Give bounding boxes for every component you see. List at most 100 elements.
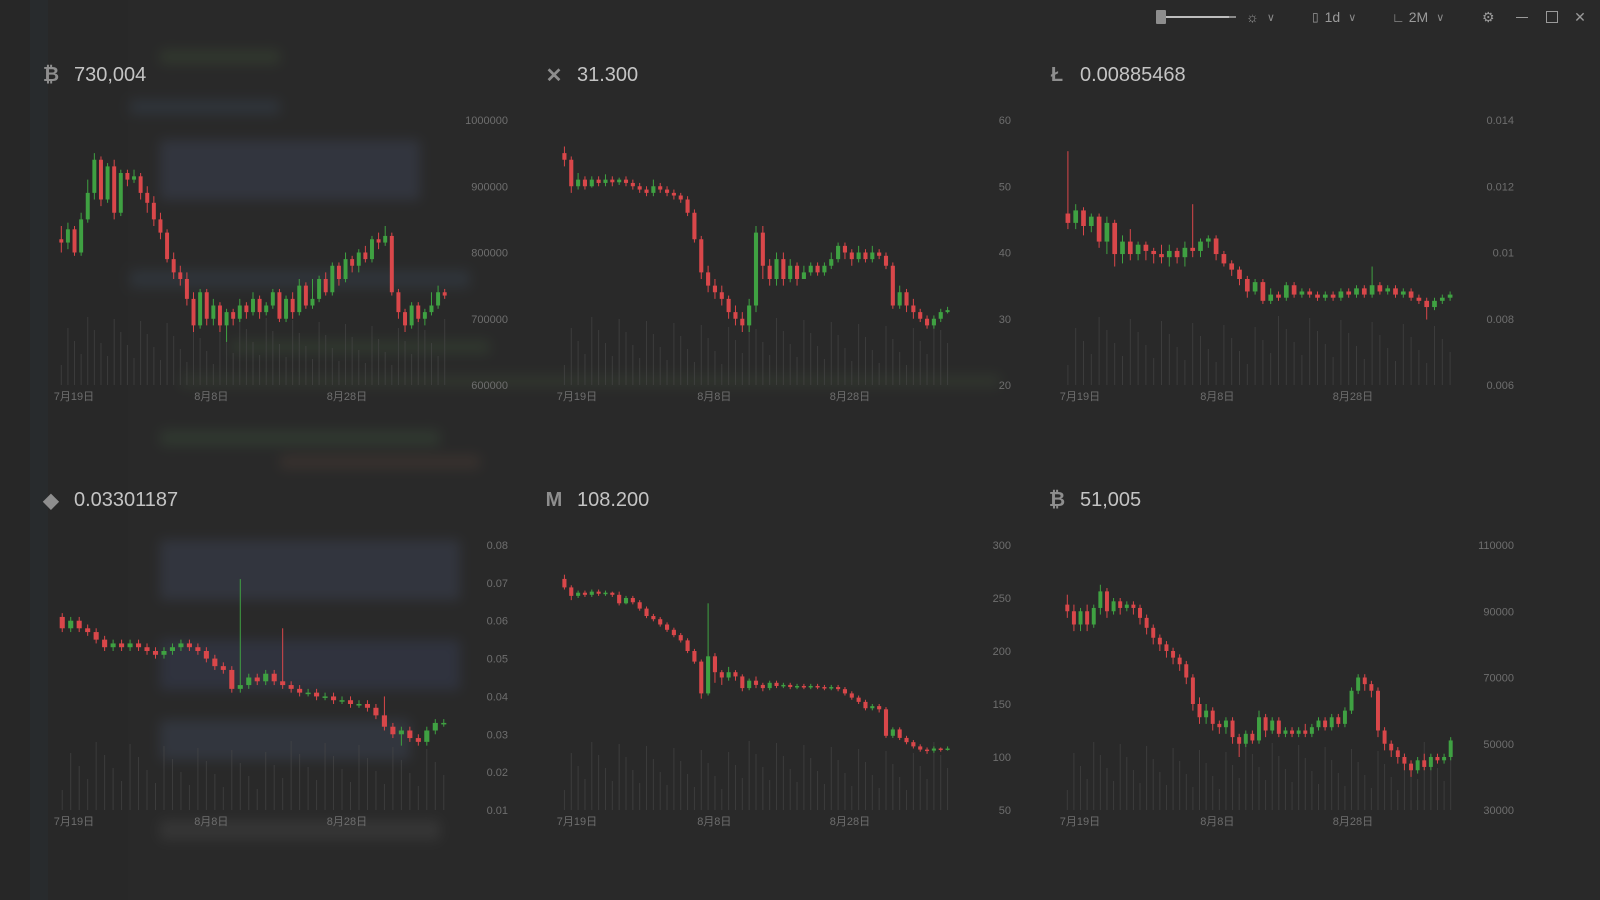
volume-bar: [1172, 748, 1174, 810]
candle-body: [127, 643, 133, 648]
candle-body: [198, 292, 203, 326]
volume-bar: [796, 782, 798, 810]
candle-body: [842, 245, 847, 253]
candle-body: [1205, 238, 1211, 242]
candle-body: [1268, 294, 1274, 301]
panel-header: ◆ 0.03301187: [40, 487, 178, 513]
volume-bar: [728, 752, 730, 810]
zoom-slider-handle[interactable]: [1156, 10, 1166, 24]
volume-bar: [1153, 358, 1155, 385]
volume-bar: [830, 747, 832, 810]
minimize-button[interactable]: [1514, 6, 1530, 28]
volume-bar: [104, 755, 106, 810]
volume-bar: [1066, 790, 1068, 810]
volume-bar: [851, 786, 853, 810]
chart-panel-eth[interactable]: ◆ 0.03301187 0.08 0.07 0.06 0.05 0.04 0.03 0.0…: [0, 425, 520, 850]
volume-bar: [285, 357, 287, 385]
candle-body: [603, 179, 608, 183]
candle-body: [1073, 210, 1079, 223]
candle-body: [1439, 297, 1445, 301]
candle-body: [389, 235, 394, 293]
y-tick-label: 0.08: [487, 540, 508, 552]
candle-body: [897, 292, 902, 306]
volume-bar: [1231, 338, 1233, 385]
candle-body: [637, 602, 642, 609]
candle-body: [125, 173, 130, 180]
candle-body: [1376, 690, 1380, 731]
y-tick-label: 40: [999, 248, 1011, 260]
chart-panel-bch[interactable]: ₿ 51,005 110000 90000 70000 50000 30000 7月19日…: [1006, 425, 1526, 850]
candle-body: [1408, 291, 1414, 298]
candle-body: [1078, 611, 1083, 625]
volume-bar: [1395, 361, 1396, 385]
volume-bar: [214, 774, 216, 810]
candle-body: [815, 265, 820, 273]
candle-body: [244, 305, 249, 313]
candle-body: [801, 272, 806, 279]
candle-body: [356, 252, 361, 266]
chart-panel-btc[interactable]: ₿ 730,004 1000000 900000 800000 700000 60000…: [0, 0, 520, 425]
interval-dropdown[interactable]: ▯ 1d ∨: [1312, 6, 1356, 28]
chart-panel-xrp[interactable]: ✕ 31.300 60 50 40 30 20 7月19日 8月8日 8月28日: [503, 0, 1023, 425]
candle-body: [658, 186, 663, 190]
zoom-slider[interactable]: [1156, 6, 1236, 28]
volume-bar: [906, 790, 908, 810]
volume-bar: [1161, 321, 1162, 385]
candle-body: [1260, 282, 1266, 301]
candle-body: [596, 591, 601, 594]
candle-body: [692, 651, 697, 662]
candle-body: [339, 700, 345, 702]
volume-bar: [570, 753, 572, 810]
y-tick-label: 30000: [1483, 805, 1514, 817]
candlestick-chart[interactable]: 60 50 40 30 20 7月19日 8月8日 8月28日: [503, 0, 1023, 425]
xrp-icon: ✕: [545, 64, 563, 87]
candle-body: [136, 643, 142, 648]
close-button[interactable]: ✕: [1572, 6, 1588, 28]
candle-body: [1065, 604, 1070, 612]
candlestick-chart[interactable]: 300 250 200 150 100 50 7月19日 8月8日 8月28日: [503, 425, 1023, 850]
volume-bar: [231, 750, 233, 810]
x-tick-label: 8月28日: [327, 391, 367, 403]
candle-body: [396, 292, 401, 313]
volume-bar: [1114, 343, 1116, 385]
y-tick-label: 70000: [1483, 673, 1514, 685]
candlestick-chart[interactable]: 1000000 900000 800000 700000 600000 7月19日 8月8日…: [0, 0, 520, 425]
candle-body: [589, 179, 594, 187]
candlestick-chart[interactable]: 0.014 0.012 0.01 0.008 0.006 7月19日 8月8日 8月28日: [1006, 0, 1526, 425]
candle-body: [1171, 651, 1176, 658]
volume-bar: [782, 756, 784, 810]
candle-body: [1389, 743, 1394, 751]
candle-body: [381, 715, 387, 727]
chart-panel-ltc[interactable]: Ł 0.00885468 0.014 0.012 0.01 0.008 0.006 7月1…: [1006, 0, 1526, 425]
y-tick-label: 0.06: [487, 616, 508, 628]
sun-icon: ☼: [1246, 9, 1259, 25]
candle-body: [1291, 285, 1297, 295]
volume-bar: [1205, 763, 1207, 810]
theme-dropdown[interactable]: ☼ ∨: [1246, 6, 1275, 28]
volume-bar: [864, 337, 866, 385]
volume-bar: [1410, 766, 1412, 810]
candlestick-chart[interactable]: 0.08 0.07 0.06 0.05 0.04 0.03 0.02 0.01 7月19日 8月8…: [0, 425, 520, 850]
candle-body: [415, 738, 421, 742]
candle-body: [409, 305, 414, 326]
volume-bar: [434, 762, 436, 810]
volume-bar: [1340, 320, 1342, 385]
range-dropdown[interactable]: ∟ 2M ∨: [1392, 6, 1444, 28]
volume-bar: [1192, 787, 1194, 810]
settings-button[interactable]: ⚙: [1482, 6, 1495, 28]
range-axis-icon: ∟: [1392, 9, 1405, 25]
volume-bar: [693, 362, 695, 385]
candle-body: [436, 292, 441, 306]
volume-bar: [222, 787, 224, 810]
candle-body: [1174, 250, 1180, 258]
volume-bar: [632, 345, 634, 385]
maximize-button[interactable]: [1544, 6, 1560, 28]
volume-bar: [1073, 753, 1075, 810]
volume-bar: [1137, 332, 1139, 385]
volume-bar: [1284, 769, 1286, 810]
volume-bar: [652, 759, 654, 810]
volume-bar: [212, 364, 214, 385]
candlestick-chart[interactable]: 110000 90000 70000 50000 30000 7月19日 8月8日 8月28日: [1006, 425, 1526, 850]
chart-panel-xmr[interactable]: M 108.200 300 250 200 150 100 50 7月19日 8月8日 8月28…: [503, 425, 1023, 850]
candle-body: [1402, 757, 1407, 764]
